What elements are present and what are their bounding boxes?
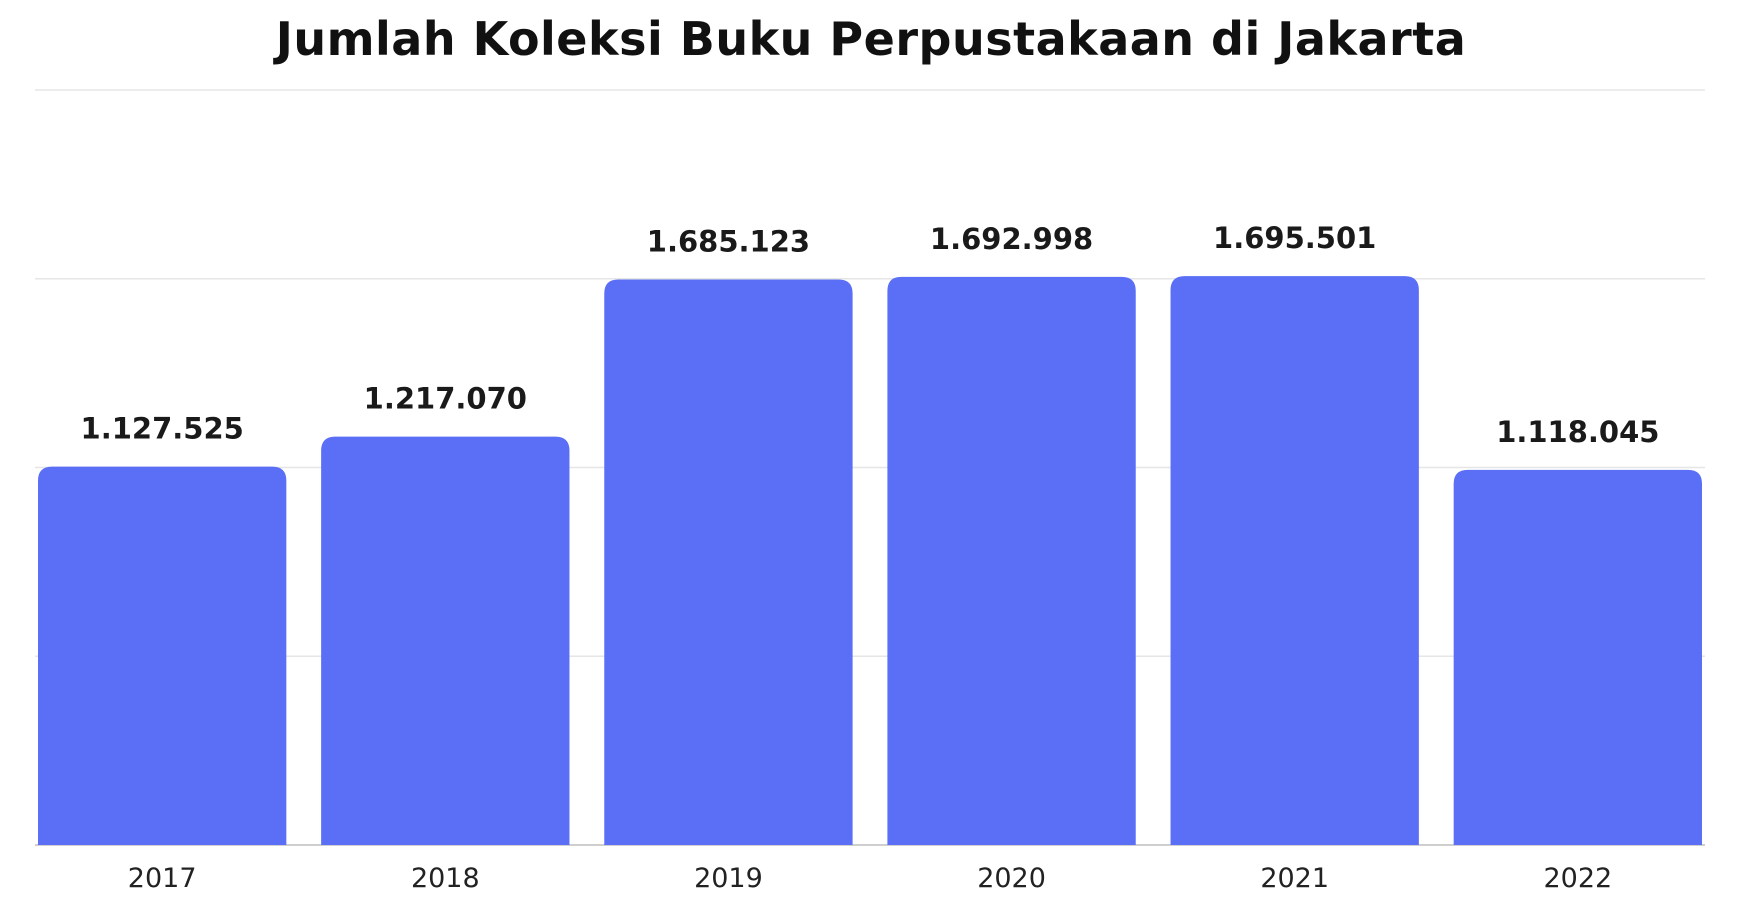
bar-2018 <box>321 436 570 845</box>
value-label-2022: 1.118.045 <box>1496 415 1659 449</box>
x-tick-label-2021: 2021 <box>1260 863 1329 894</box>
x-tick-label-2022: 2022 <box>1543 863 1612 894</box>
value-label-2021: 1.695.501 <box>1213 221 1376 255</box>
value-label-2017: 1.127.525 <box>81 412 244 446</box>
bar-2019 <box>604 279 853 845</box>
value-label-2019: 1.685.123 <box>647 225 810 259</box>
gridlines <box>35 89 1705 846</box>
bar-2021 <box>1170 276 1419 846</box>
value-labels: 1.127.525 1.217.070 1.685.123 1.692.998 1.69… <box>81 221 1660 449</box>
x-tick-label-2019: 2019 <box>694 863 763 894</box>
value-label-2018: 1.217.070 <box>364 382 527 416</box>
bar-2020 <box>887 276 1136 845</box>
value-label-2020: 1.692.998 <box>930 222 1093 256</box>
bars <box>38 276 1702 846</box>
bar-2017 <box>38 466 287 845</box>
x-tick-label-2020: 2020 <box>977 863 1046 894</box>
x-axis-ticks: 2017 2018 2019 2020 2021 2022 <box>128 863 1612 894</box>
x-tick-label-2017: 2017 <box>128 863 197 894</box>
chart-title: Jumlah Koleksi Buku Perpustakaan di Jaka… <box>275 12 1467 66</box>
x-tick-label-2018: 2018 <box>411 863 480 894</box>
bar-2022 <box>1453 469 1702 845</box>
